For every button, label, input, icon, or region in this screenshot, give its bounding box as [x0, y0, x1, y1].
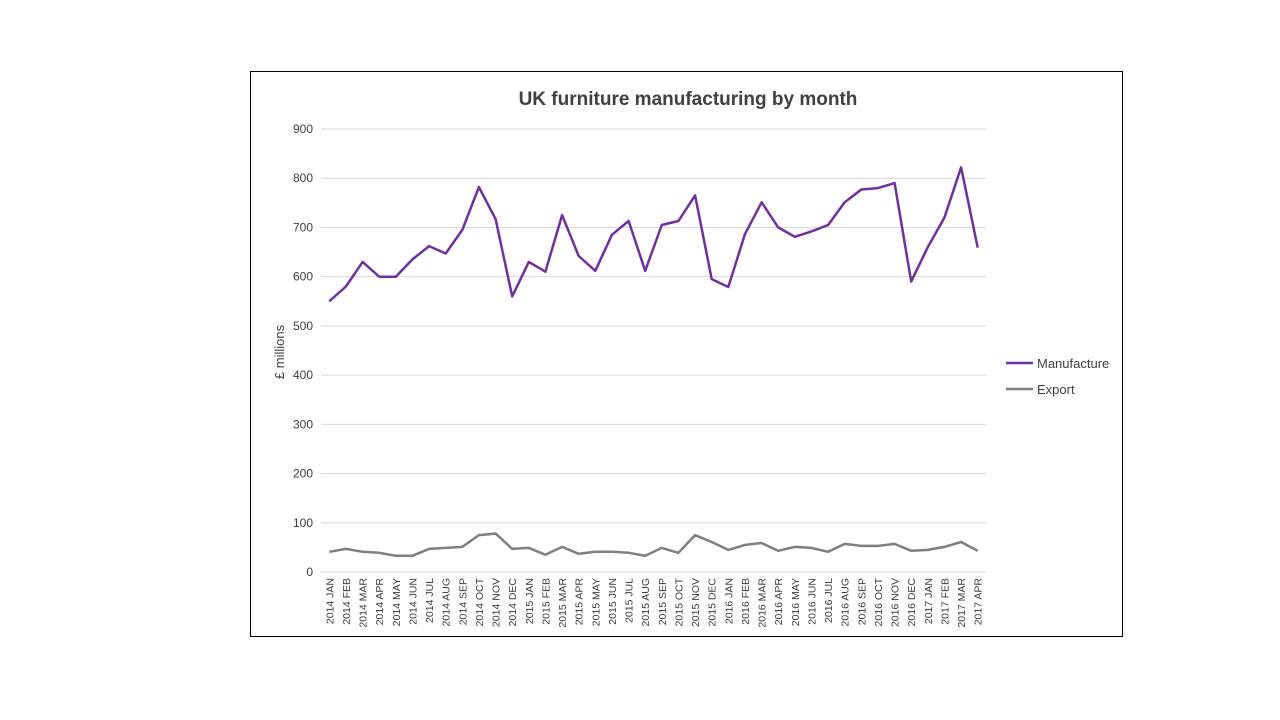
x-tick-label: 2016 OCT — [873, 577, 885, 626]
x-tick-label: 2014 APR — [374, 578, 386, 626]
x-tick-label: 2015 NOV — [690, 578, 702, 627]
x-tick-label: 2014 MAY — [391, 578, 403, 626]
y-tick-label: 100 — [293, 516, 313, 530]
y-tick-label: 200 — [293, 467, 313, 481]
x-tick-label: 2016 MAY — [790, 578, 802, 626]
series-line-export — [329, 532, 979, 558]
y-axis-label: £ millions — [272, 324, 287, 379]
x-tick-label: 2017 MAR — [956, 578, 968, 628]
x-tick-label: 2015 SEP — [657, 578, 669, 625]
legend-label-manufacture: Manufacture — [1037, 356, 1109, 371]
x-tick-label: 2014 MAR — [358, 578, 370, 628]
x-tick-label: 2014 JUN — [407, 578, 419, 625]
y-tick-label: 400 — [293, 368, 313, 382]
x-tick-label: 2014 JAN — [324, 578, 336, 624]
x-axis-ticks: 2014 JAN 2014 FEB 2014 MAR 2014 APR 2014 MAY… — [324, 577, 984, 627]
x-tick-label: 2015 JAN — [524, 578, 536, 624]
x-tick-label: 2015 DEC — [707, 578, 719, 627]
x-tick-label: 2016 DEC — [906, 578, 918, 627]
x-tick-label: 2014 OCT — [474, 577, 486, 626]
y-axis-ticks: 0 100 200 300 400 500 600 700 800 900 — [293, 122, 313, 579]
gridlines — [321, 128, 986, 573]
chart-container: UK furniture manufacturing by month 0 100… — [250, 71, 1123, 637]
x-tick-label: 2017 FEB — [939, 578, 951, 625]
y-tick-label: 900 — [293, 122, 313, 136]
x-tick-label: 2016 APR — [773, 578, 785, 626]
x-tick-label: 2014 FEB — [341, 578, 353, 625]
y-tick-label: 500 — [293, 319, 313, 333]
x-tick-label: 2014 AUG — [441, 578, 453, 626]
x-tick-label: 2016 MAR — [757, 578, 769, 628]
y-tick-label: 0 — [306, 565, 313, 579]
x-tick-label: 2016 NOV — [890, 578, 902, 627]
x-tick-label: 2015 OCT — [673, 577, 685, 626]
y-tick-label: 800 — [293, 171, 313, 185]
x-tick-label: 2017 APR — [973, 578, 985, 626]
line-chart: UK furniture manufacturing by month 0 100… — [272, 89, 1109, 628]
x-tick-label: 2016 JUL — [823, 578, 835, 623]
x-tick-label: 2014 JUL — [424, 578, 436, 623]
x-tick-label: 2015 JUL — [624, 578, 636, 623]
x-tick-label: 2016 JUN — [806, 578, 818, 625]
x-tick-label: 2016 AUG — [840, 578, 852, 626]
x-tick-label: 2014 SEP — [457, 578, 469, 625]
chart-title: UK furniture manufacturing by month — [519, 89, 858, 110]
x-tick-label: 2015 JUN — [607, 578, 619, 625]
x-tick-label: 2015 MAR — [557, 578, 569, 628]
legend: Manufacture Export — [1006, 356, 1109, 397]
y-tick-label: 300 — [293, 417, 313, 431]
x-tick-label: 2015 APR — [574, 578, 586, 626]
x-tick-label: 2014 DEC — [507, 578, 519, 627]
x-tick-label: 2015 AUG — [640, 578, 652, 626]
y-tick-label: 600 — [293, 270, 313, 284]
x-tick-label: 2016 JAN — [723, 578, 735, 624]
x-tick-label: 2015 FEB — [540, 578, 552, 625]
series-line-manufacture — [328, 166, 979, 303]
x-tick-label: 2014 NOV — [491, 578, 503, 627]
series-lines — [328, 166, 979, 558]
x-tick-label: 2017 JAN — [923, 578, 935, 624]
legend-label-export: Export — [1037, 382, 1075, 397]
x-tick-label: 2016 FEB — [740, 578, 752, 625]
y-tick-label: 700 — [293, 220, 313, 234]
x-tick-label: 2015 MAY — [590, 578, 602, 626]
x-tick-label: 2016 SEP — [856, 578, 868, 625]
